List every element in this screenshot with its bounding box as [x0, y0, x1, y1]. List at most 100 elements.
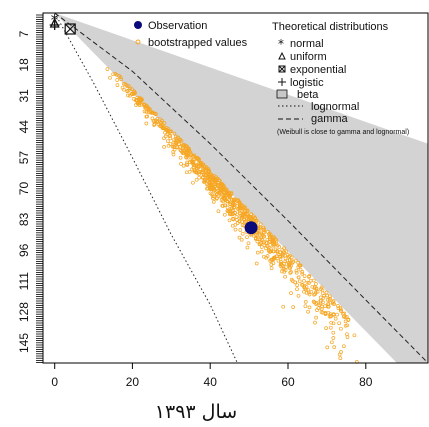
bootstrap-point: [306, 287, 310, 292]
bootstrap-point: [282, 246, 286, 250]
bootstrap-point: [145, 104, 149, 108]
bootstrap-point: [200, 170, 205, 175]
bootstrap-point: [162, 145, 166, 149]
bootstrap-point: [163, 130, 167, 135]
bootstrap-point: [312, 300, 317, 305]
bootstrap-point: [208, 180, 213, 185]
y-tick-label: 70: [17, 182, 31, 196]
bootstrap-point: [287, 258, 292, 262]
bootstrap-point: [245, 245, 250, 250]
bootstrap-point: [300, 270, 305, 274]
bootstrap-point: [205, 186, 209, 191]
bootstrap-point: [195, 166, 200, 171]
bootstrap-point: [272, 242, 277, 247]
bootstrap-point: [233, 211, 237, 216]
y-tick-label: 83: [17, 212, 31, 226]
legend-right-title: Theoretical distributions: [272, 21, 389, 33]
bootstrap-point: [314, 315, 318, 320]
bootstrap-point: [155, 119, 160, 124]
bootstrap-point: [324, 290, 329, 295]
bootstrap-point: [179, 162, 183, 166]
bootstrap-point: [120, 85, 125, 90]
bootstrap-point: [307, 281, 311, 285]
bootstrap-point: [115, 83, 120, 87]
bootstrap-point: [268, 259, 273, 263]
bootstrap-point: [338, 356, 343, 361]
bootstrap-point: [178, 155, 183, 160]
bootstrap-point: [177, 139, 182, 144]
bootstrap-point: [240, 231, 245, 236]
y-tick-label: 31: [17, 89, 31, 103]
bootstrap-point: [267, 248, 272, 252]
bootstrap-point: [297, 279, 302, 284]
bootstrap-point: [206, 176, 211, 181]
bootstrap-point: [118, 75, 123, 79]
bootstrap-point: [216, 209, 221, 214]
bootstrap-point: [273, 237, 278, 242]
bootstrap-point: [152, 122, 157, 126]
y-axis: 7 18 31 44 57 70 83 96 111 128 145: [17, 14, 43, 364]
legend-weibull-note: (Weibull is close to gamma and lognormal…: [277, 129, 409, 136]
bootstrap-point: [212, 194, 216, 199]
bootstrap-point: [352, 333, 357, 338]
bootstrap-point: [111, 72, 115, 77]
bootstrap-point: [177, 142, 181, 146]
bootstrap-point: [335, 312, 339, 317]
legend-logistic-label: logistic: [290, 77, 324, 89]
bootstrap-point: [242, 205, 247, 210]
bootstrap-point: [194, 177, 199, 182]
x-tick-label: 80: [359, 375, 373, 389]
bootstrap-point: [325, 304, 330, 309]
bootstrap-point: [306, 309, 310, 314]
bootstrap-point: [214, 196, 219, 201]
bootstrap-point: [311, 299, 316, 304]
bootstrap-point: [329, 314, 333, 319]
bootstrap-point: [228, 208, 232, 213]
bootstrap-point: [337, 321, 341, 326]
logistic-point: [49, 20, 60, 30]
bootstrap-point: [298, 264, 302, 268]
bootstrap-point: [199, 163, 204, 168]
bootstrap-point: [150, 110, 155, 115]
bootstrap-point: [330, 340, 334, 345]
legend-right: Theoretical distributions * normal unifo…: [272, 21, 409, 136]
y-tick-label: 18: [17, 58, 31, 72]
bootstrap-point: [142, 109, 147, 114]
bootstrap-point: [121, 81, 126, 86]
bootstrap-point: [237, 235, 242, 240]
bootstrap-point: [135, 95, 140, 100]
bootstrap-point: [294, 270, 299, 275]
bootstrap-point: [168, 129, 173, 134]
bootstrap-point: [278, 263, 283, 268]
y-tick-label: 44: [17, 120, 31, 134]
legend-beta-label: beta: [297, 89, 319, 101]
bootstrap-point: [172, 145, 177, 149]
bootstrap-point: [171, 152, 176, 157]
bootstrap-point: [300, 282, 304, 287]
bootstrap-point: [289, 264, 293, 268]
bootstrap-point: [203, 173, 208, 178]
x-tick-label: 40: [204, 375, 218, 389]
bootstrap-point: [130, 92, 135, 96]
bootstrap-point: [185, 160, 189, 165]
bootstrap-point: [268, 233, 273, 237]
bootstrap-point: [219, 182, 224, 186]
bootstrap-point: [281, 253, 285, 258]
bootstrap-point: [265, 254, 270, 258]
legend-exponential-label: exponential: [290, 64, 346, 76]
bootstrap-point: [227, 194, 232, 199]
normal-legend-symbol: *: [278, 37, 284, 51]
bootstrap-point: [208, 182, 213, 187]
bootstrap-point: [302, 274, 307, 278]
bootstrap-point: [282, 269, 287, 274]
bootstrap-point: [313, 292, 317, 296]
bootstrap-point: [135, 101, 140, 106]
bootstrap-point: [191, 155, 196, 159]
bootstrap-point: [185, 162, 189, 167]
bootstrap-point: [313, 320, 317, 325]
observation-point: [244, 221, 258, 235]
bootstrap-point: [264, 246, 268, 251]
bootstrap-point: [319, 310, 324, 314]
bootstrap-legend-symbol: [135, 39, 141, 45]
bootstrap-point: [221, 199, 225, 204]
